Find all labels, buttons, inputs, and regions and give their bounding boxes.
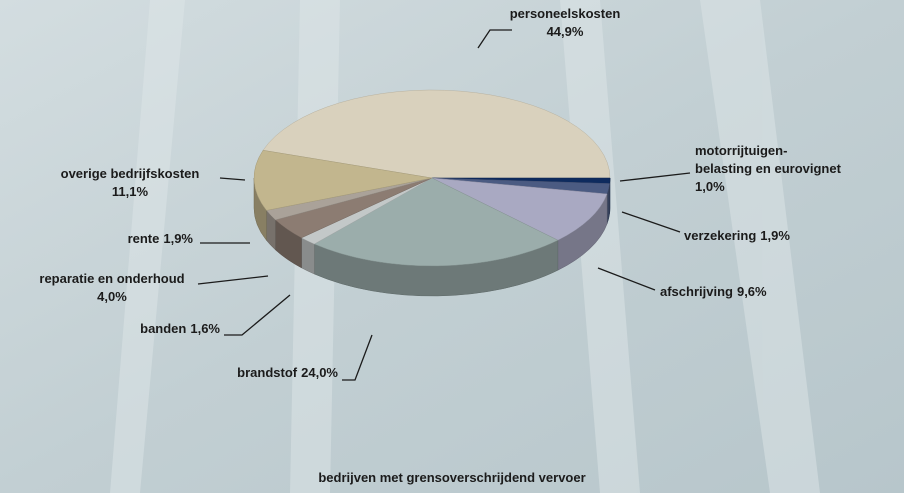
slice-category: reparatie en onderhoud (39, 271, 184, 286)
pie-slice (431, 177, 608, 241)
slice-category: banden (140, 321, 186, 336)
pie-sides (253, 177, 611, 297)
slice-label: overige bedrijfskosten 11,1% (61, 166, 200, 199)
pie-slice (262, 89, 611, 179)
pie-tops (253, 89, 611, 267)
slice-category: brandstof (237, 365, 298, 380)
slice-category-line: belasting en eurovignet (695, 161, 842, 176)
leader-line (219, 177, 246, 181)
slice-value: 11,1% (112, 184, 149, 199)
slice-category-line: reparatie en onderhoud (39, 271, 184, 286)
leader-line (224, 294, 291, 336)
slice-label: brandstof 24,0% (237, 365, 338, 380)
leader-line (621, 211, 681, 233)
leader-line (597, 267, 656, 291)
pie-slice (313, 177, 559, 267)
slice-category-line: rente (128, 231, 160, 246)
slice-label: banden 1,6% (140, 321, 220, 336)
slice-category: afschrijving (660, 284, 733, 299)
slice-category-line: brandstof (237, 365, 298, 380)
slice-category: rente (128, 231, 160, 246)
slice-value: 1,9% (760, 228, 790, 243)
slice-value: 1,9% (163, 231, 193, 246)
slice-value: 44,9% (547, 24, 584, 39)
slice-category: motorrijtuigen-belasting en eurovignet (695, 143, 842, 176)
slice-label: motorrijtuigen-belasting en eurovignet 1,… (695, 143, 842, 194)
slice-category-line: overige bedrijfskosten (61, 166, 200, 181)
slice-value: 1,0% (695, 179, 725, 194)
slice-category-line: banden (140, 321, 186, 336)
slice-category: verzekering (684, 228, 756, 243)
slice-category: overige bedrijfskosten (61, 166, 200, 181)
slice-category-line: verzekering (684, 228, 756, 243)
slice-label: verzekering 1,9% (684, 228, 790, 243)
slice-value: 24,0% (301, 365, 338, 380)
slice-label: afschrijving 9,6% (660, 284, 767, 299)
slice-label: reparatie en onderhoud 4,0% (39, 271, 184, 304)
slice-value: 4,0% (97, 289, 127, 304)
slice-value: 1,6% (190, 321, 220, 336)
slice-value: 9,6% (737, 284, 767, 299)
slice-label: personeelskosten 44,9% (510, 6, 621, 39)
slice-category-line: afschrijving (660, 284, 733, 299)
slice-category-line: personeelskosten (510, 6, 621, 21)
leader-line (197, 275, 269, 285)
caption: bedrijven met grensoverschrijdend vervoe… (318, 470, 585, 485)
pie-slice (253, 150, 433, 211)
slice-label: rente 1,9% (128, 231, 194, 246)
slice-category: personeelskosten (510, 6, 621, 21)
leader-line (342, 334, 373, 381)
leader-line (619, 172, 691, 182)
leader-line (477, 29, 512, 49)
slice-category-line: motorrijtuigen- (695, 143, 787, 158)
